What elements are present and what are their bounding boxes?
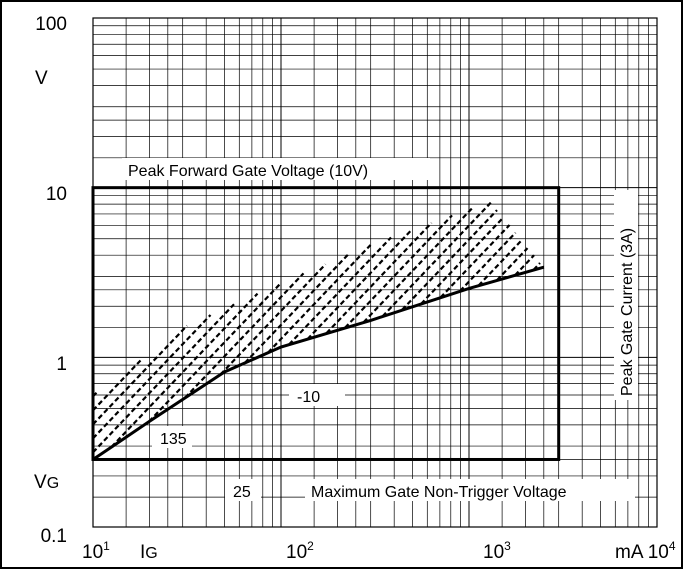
x-tick-label: mA 104: [615, 539, 676, 563]
hatch-stroke: [401, 209, 498, 311]
hatch-stroke: [110, 292, 259, 448]
series-line: [92, 265, 545, 461]
annotation-label: 135: [160, 431, 187, 448]
max-gate-non-trigger-voltage-label-bg: [305, 479, 635, 501]
peak-forward-gate-voltage-label-bg: [122, 158, 430, 180]
y-tick-label: 0.1: [41, 526, 67, 547]
hatch-stroke: [92, 314, 212, 440]
y-tick-label: 10: [46, 184, 67, 205]
y-tick-label: 100: [35, 14, 67, 35]
annotation-label: 25: [233, 484, 251, 501]
hatch-stroke: [459, 231, 517, 292]
peak-forward-gate-voltage-label: Peak Forward Gate Voltage (10V): [128, 163, 368, 180]
limit-box: [91, 186, 561, 461]
x-tick-label: 102: [286, 539, 314, 563]
hatch-stroke: [184, 272, 305, 399]
hatch-stroke: [381, 201, 492, 318]
hatch-stroke: [325, 222, 433, 334]
annotation-label-bg: [225, 479, 261, 501]
hatch-stroke: [514, 254, 535, 277]
annotation-label-bg: [289, 384, 345, 406]
annotation-label: -10: [297, 389, 320, 406]
hatch-stroke: [92, 359, 142, 412]
x-tick-label: 103: [483, 539, 511, 563]
hatch-stroke: [496, 247, 529, 281]
hatch-stroke: [92, 324, 188, 426]
hatch-stroke: [267, 244, 372, 354]
hatch-stroke: [148, 282, 282, 423]
y-unit-label: V: [35, 68, 48, 89]
annotation-label-bg: [152, 426, 192, 448]
hatch-stroke: [219, 263, 327, 376]
peak-gate-current-label-bg: [614, 190, 638, 400]
curve-layer: [92, 265, 545, 461]
peak-gate-current-label: Peak Gate Current (3A): [619, 228, 636, 396]
x-axis-label: IG: [140, 542, 158, 563]
hatch-stroke: [288, 236, 392, 346]
plot-area-border: [92, 17, 658, 528]
hatch-stroke: [306, 229, 412, 340]
hatch-stroke: [477, 239, 523, 287]
max-gate-non-trigger-voltage-label: Maximum Gate Non-Trigger Voltage: [311, 484, 567, 501]
hatch-stroke: [420, 217, 504, 305]
y-axis-label: VG: [34, 472, 59, 493]
hatch-stroke: [92, 303, 235, 454]
hatch-stroke: [244, 253, 349, 364]
grid: [92, 17, 658, 528]
hatch-stroke: [344, 214, 453, 329]
hatch-stroke: [362, 207, 474, 324]
y-tick-label: 1: [56, 354, 67, 375]
hatched-trigger-region: [92, 201, 541, 454]
x-tick-label: 101: [82, 539, 110, 563]
limit-box-rect: [91, 186, 561, 461]
hatch-stroke: [439, 224, 511, 299]
